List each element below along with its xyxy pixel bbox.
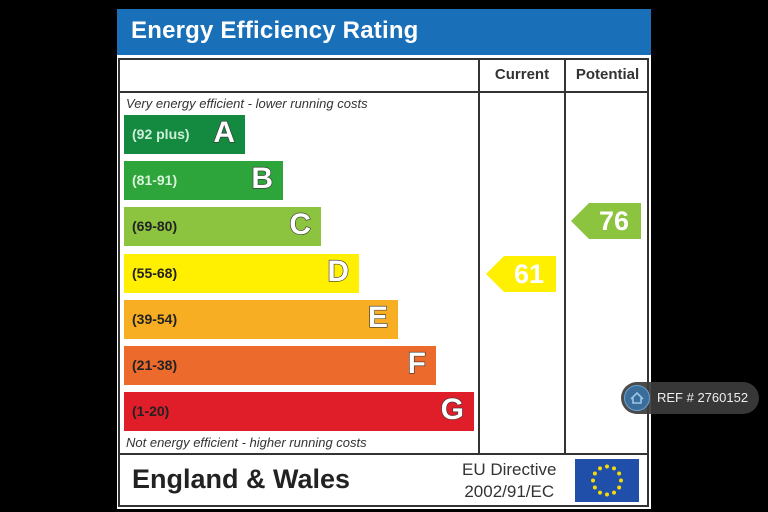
arrow-shape-potential <box>571 203 641 239</box>
band-bar-d: (55-68) D <box>124 253 359 293</box>
home-icon <box>624 385 650 411</box>
band-bar-a: (92 plus) A <box>124 115 245 154</box>
band-range: (92 plus) <box>132 126 190 142</box>
eu-star <box>612 490 616 495</box>
potential-rating-arrow: 76 <box>571 203 641 239</box>
band-bar-e: (39-54) E <box>124 299 398 339</box>
eu-directive: EU Directive 2002/91/EC <box>462 459 556 503</box>
band-letter: G <box>440 393 465 427</box>
caption-top: Very energy efficient - lower running co… <box>126 96 368 111</box>
band-range: (55-68) <box>132 264 178 281</box>
column-divider-current <box>478 60 480 453</box>
current-rating-value: 61 <box>513 259 545 289</box>
eu-star <box>617 471 622 476</box>
eu-star <box>605 492 609 497</box>
eu-star <box>592 471 597 476</box>
page-title: Energy Efficiency Rating <box>131 17 419 44</box>
rating-table: Current Potential Very energy efficient … <box>118 58 649 455</box>
eu-star <box>591 478 595 483</box>
band-range: (81-91) <box>132 172 178 189</box>
band-letter: E <box>367 300 388 334</box>
arrow-shape-current <box>486 256 556 292</box>
band-range: (39-54) <box>132 310 178 327</box>
band-bar-c: (69-80) C <box>124 207 321 247</box>
eu-star <box>617 485 622 490</box>
band-letter: A <box>213 115 236 149</box>
eu-flag-icon <box>575 459 639 502</box>
band-range: (1-20) <box>132 403 170 420</box>
eu-star <box>592 485 597 490</box>
eu-star <box>619 478 623 483</box>
band-letter: B <box>251 162 274 196</box>
eu-star <box>598 466 602 471</box>
band-letter: C <box>289 208 312 242</box>
reference-badge[interactable]: REF # 2760152 <box>621 382 759 414</box>
potential-rating-value: 76 <box>598 206 630 236</box>
current-rating-arrow: 61 <box>486 256 556 292</box>
band-letter: D <box>327 254 350 288</box>
band-bar-b: (81-91) B <box>124 161 283 201</box>
eu-stars <box>591 464 623 497</box>
header-divider <box>120 91 647 93</box>
eu-star <box>598 490 602 495</box>
eu-star <box>605 464 609 469</box>
band-range: (21-38) <box>132 357 178 373</box>
directive-line1: EU Directive <box>462 460 557 479</box>
band-letter: F <box>407 346 427 380</box>
band-bar-g: (1-20) G <box>124 392 474 432</box>
column-header-potential: Potential <box>575 66 640 83</box>
caption-bottom: Not energy efficient - higher running co… <box>126 435 367 450</box>
footer: England & Wales EU Directive 2002/91/EC <box>118 455 649 507</box>
directive-line2: 2002/91/EC <box>464 482 555 501</box>
column-divider-potential <box>564 60 566 453</box>
column-header-current: Current <box>494 66 550 83</box>
title-bar: Energy Efficiency Rating <box>117 9 651 55</box>
band-range: (69-80) <box>132 218 178 235</box>
energy-rating-card: Energy Efficiency Rating Current Potenti… <box>117 9 651 509</box>
region-label: England & Wales <box>132 464 351 494</box>
band-bar-f: (21-38) F <box>124 346 436 385</box>
reference-number: REF # 2760152 <box>657 390 749 405</box>
eu-star <box>612 466 616 471</box>
